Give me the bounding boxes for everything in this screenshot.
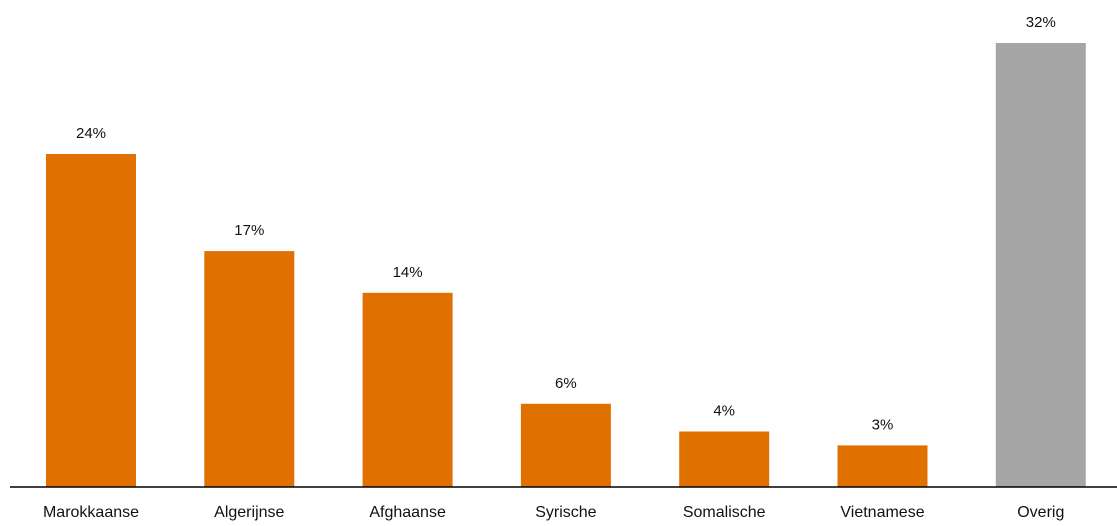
bar-overig [995, 43, 1086, 487]
data-label-algerijnse: 17% [234, 222, 264, 239]
bar-afghaanse [362, 292, 453, 488]
bar-algerijnse [204, 251, 295, 487]
bar-syrische [520, 403, 611, 488]
tick-label-algerijnse: Algerijnse [214, 504, 284, 521]
tick-label-vietnamese: Vietnamese [840, 504, 924, 521]
bar-somalische [679, 431, 770, 487]
bar-marokkaanse [46, 154, 136, 487]
data-label-overig: 32% [1026, 14, 1056, 31]
tick-label-marokkaanse: Marokkaanse [43, 504, 139, 521]
data-label-marokkaanse: 24% [76, 125, 106, 142]
tick-labels-group: Marokkaanse Algerijnse Afghaanse Syrische So… [43, 504, 1064, 521]
bars-group [46, 43, 1086, 488]
bar-vietnamese [837, 445, 928, 487]
data-label-vietnamese: 3% [872, 416, 894, 433]
data-label-syrische: 6% [555, 375, 577, 392]
tick-label-somalische: Somalische [683, 504, 766, 521]
data-label-afghaanse: 14% [393, 264, 423, 281]
tick-label-syrische: Syrische [535, 504, 596, 521]
value-labels-group: 24% 17% 14% 6% 4% 3% 32% [76, 14, 1056, 433]
tick-label-afghaanse: Afghaanse [369, 504, 446, 521]
tick-label-overig: Overig [1017, 504, 1064, 521]
data-label-somalische: 4% [713, 403, 735, 420]
